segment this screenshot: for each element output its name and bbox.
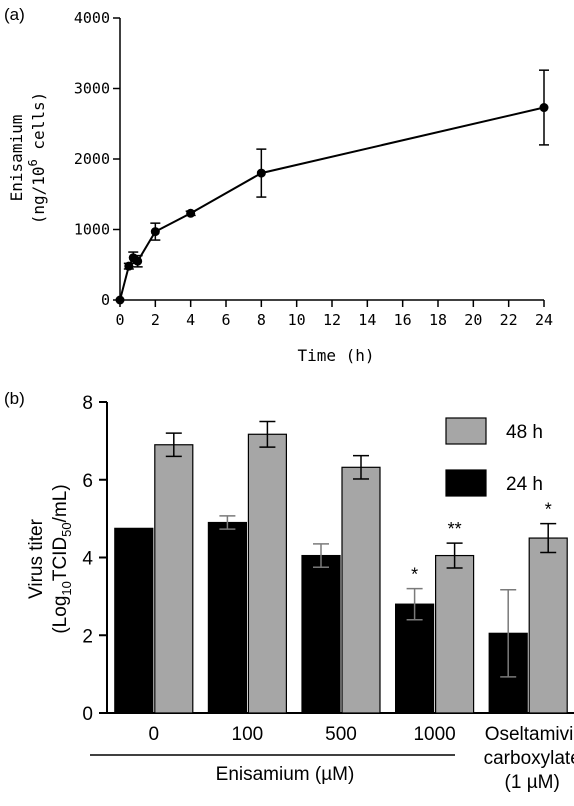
panel-b-bar	[154, 444, 194, 714]
panel-b-category-label: 0	[149, 724, 160, 745]
panel-b-category-label: 100	[232, 724, 264, 745]
panel-b-y-axis-label-line1: Virus titer	[26, 518, 47, 599]
panel-a-data-point	[539, 103, 549, 113]
panel-b-label: (b)	[4, 389, 25, 408]
panel-b-y-tick-label: 8	[82, 393, 93, 414]
panel-b-y-label-mid: TCID	[50, 537, 71, 581]
panel-b-y-label-post: /mL)	[50, 484, 71, 522]
panel-b-y-label-pre: (Log	[50, 596, 71, 634]
panel-b-y-label-sub1: 10	[59, 581, 74, 595]
panel-b-significance-marker: **	[448, 519, 462, 539]
panel-a-y-tick-label: 0	[101, 291, 110, 309]
panel-a-y-axis-label-line1: Enisamium	[7, 115, 26, 202]
panel-a-y-tick-label: 2000	[74, 150, 110, 168]
panel-b-bar	[395, 603, 435, 714]
panel-a-x-axis-label: Time (h)	[297, 346, 374, 365]
panel-b-bar	[341, 466, 381, 714]
panel-b-significance-marker: *	[545, 500, 552, 520]
panel-b-bar	[528, 537, 568, 714]
panel-a-x-tick-label: 22	[500, 311, 518, 329]
panel-a-x-tick-label: 4	[186, 311, 195, 329]
panel-b-bar	[301, 554, 341, 714]
panel-b-bar	[114, 527, 154, 714]
panel-b-category-label: 1000	[413, 724, 455, 745]
panel-b-y-tick-label: 2	[82, 626, 93, 647]
panel-a-x-tick-label: 16	[394, 311, 412, 329]
panel-a-label: (a)	[4, 5, 25, 24]
panel-b-group-label: Enisamium (µM)	[216, 764, 355, 785]
panel-a-data-point	[186, 208, 196, 218]
panel-a-x-tick-label: 2	[151, 311, 160, 329]
panel-b-category-label: (1 µM)	[505, 772, 560, 793]
panel-a-x-tick-label: 6	[221, 311, 230, 329]
panel-b-category-label: 500	[325, 724, 357, 745]
panel-a-x-tick-label: 14	[358, 311, 376, 329]
panel-b-y-axis-label: Virus titer (Log10TCID50/mL)	[26, 484, 74, 633]
panel-b-bar	[207, 521, 247, 714]
panel-a-y-tick-label: 3000	[74, 80, 110, 98]
panel-b-category-label: Oseltamivir	[485, 724, 574, 745]
panel-a-x-tick-label: 8	[257, 311, 266, 329]
panel-b-y-axis-label-line2: (Log10TCID50/mL)	[50, 484, 74, 633]
panel-b-bar	[435, 554, 475, 714]
panel-a-series-line	[119, 106, 545, 301]
panel-a-data-point	[133, 256, 143, 266]
panel-b-y-tick-label: 6	[82, 471, 93, 492]
panel-a-y-label-pre: (ng/10	[29, 166, 48, 224]
panel-b-bar	[247, 433, 287, 714]
panel-a-x-tick-label: 10	[288, 311, 306, 329]
panel-a-y-label-post: cells)	[29, 92, 48, 159]
panel-a-x-tick-label: 0	[115, 311, 124, 329]
panel-a-x-tick-label: 18	[429, 311, 447, 329]
panel-b-category-label: carboxylate	[484, 748, 574, 769]
panel-b-legend-label: 24 h	[506, 474, 543, 495]
panel-b-legend-label: 48 h	[506, 422, 543, 443]
panel-a-x-tick-label: 20	[464, 311, 482, 329]
panel-a-x-tick-label: 24	[535, 311, 553, 329]
panel-b-significance-marker: *	[411, 565, 418, 585]
panel-b-y-tick-label: 4	[82, 549, 93, 570]
panel-a-x-tick-label: 12	[323, 311, 341, 329]
panel-a-y-tick-label: 4000	[74, 9, 110, 27]
panel-b-y-tick-label: 0	[82, 704, 93, 725]
panel-b-legend-swatch	[445, 469, 487, 497]
panel-a-data-point	[256, 168, 266, 178]
panel-a-y-axis-label-line2: (ng/106 cells)	[26, 92, 48, 224]
panel-b-y-label-sub2: 50	[59, 522, 74, 536]
panel-b-legend-swatch	[445, 417, 487, 445]
panel-a-y-tick-label: 1000	[74, 221, 110, 239]
panel-a-y-label-sup: 6	[26, 159, 40, 166]
panel-a-data-point	[115, 295, 125, 305]
panel-a-data-point	[150, 227, 160, 237]
panel-a-y-axis-label: Enisamium (ng/106 cells)	[7, 92, 48, 224]
